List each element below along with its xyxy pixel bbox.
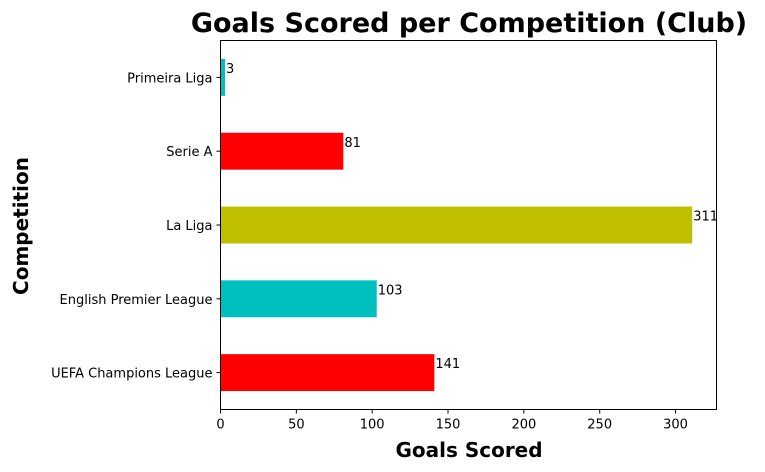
y-tick-label: Primeira Liga (127, 71, 212, 86)
y-tick-label: UEFA Champions League (51, 367, 212, 382)
x-axis-label: Goals Scored (395, 438, 542, 462)
data-label: 103 (378, 283, 403, 298)
x-tick-label: 50 (288, 418, 305, 433)
x-tick-label: 200 (511, 418, 536, 433)
y-tick-label: Serie A (166, 145, 212, 160)
data-label: 141 (435, 357, 460, 372)
bar-serie-a (220, 132, 344, 170)
data-label: 81 (344, 136, 361, 151)
plot-area: 141 103 311 81 3 (220, 58, 718, 392)
x-tick-label: 100 (360, 418, 385, 433)
y-tick-label: La Liga (166, 219, 212, 234)
data-label: 311 (693, 210, 718, 225)
bar-primeira-liga (220, 58, 226, 96)
x-tick-label: 300 (663, 418, 688, 433)
bar-english-premier-league (220, 280, 377, 318)
bar-la-liga (220, 206, 693, 244)
chart-title: Goals Scored per Competition (Club) (191, 8, 747, 39)
x-tick-label: 250 (587, 418, 612, 433)
data-label: 3 (226, 62, 234, 77)
y-tick-label: English Premier League (60, 293, 213, 308)
bar-uefa-champions-league (220, 354, 435, 392)
y-axis-label: Competition (9, 157, 33, 295)
x-tick-label: 0 (216, 418, 224, 433)
x-tick-label: 150 (436, 418, 461, 433)
y-axis: UEFA Champions League English Premier Lea… (51, 71, 221, 382)
x-axis: 0 50 100 150 200 250 300 (216, 409, 688, 433)
